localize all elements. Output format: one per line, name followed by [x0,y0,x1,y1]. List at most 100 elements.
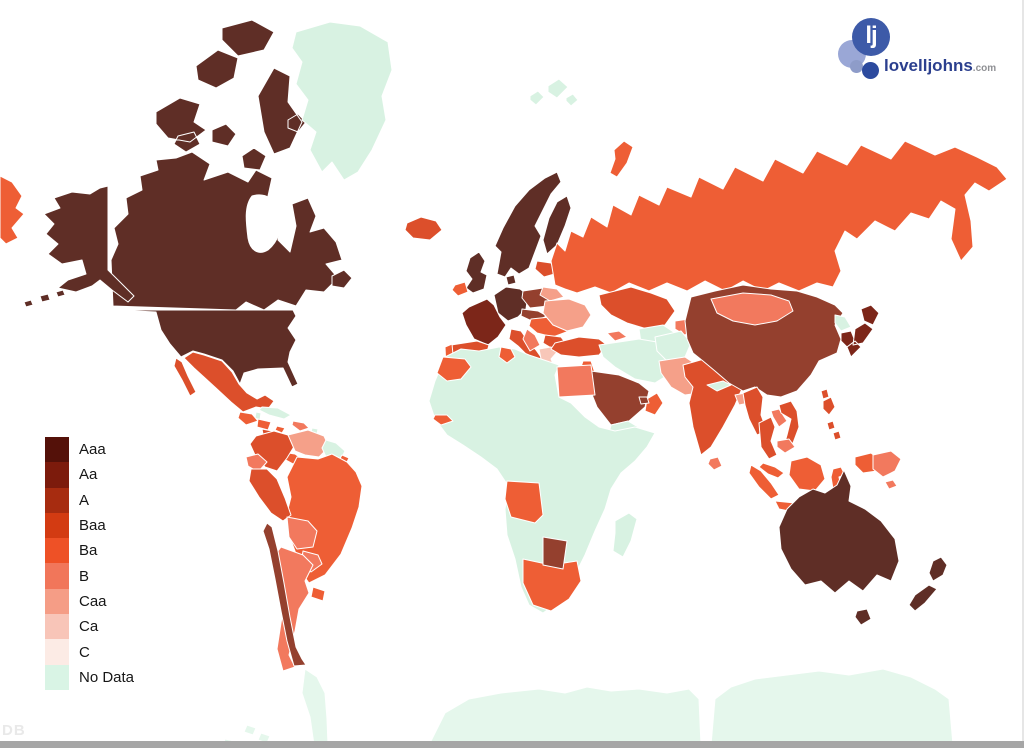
region-mexico-baja [173,357,197,397]
region-new-zealand [908,556,948,612]
region-australia [778,469,900,594]
legend-item-baa: Baa [45,512,134,539]
legend-item-nodata: No Data [45,664,135,690]
region-finland [542,195,572,255]
legend-label-aaa: Aaa [79,441,106,459]
legend-item-aaa: Aaa [45,437,134,463]
legend-item-c: C [45,639,134,665]
region-taiwan [820,388,830,400]
legend-label-b: B [79,567,90,585]
region-novaya-zemlya [609,140,634,178]
legend-item-b: B [45,563,134,589]
legend-item-ba: Ba [45,538,134,564]
legend-item-aa: Aa [45,462,134,488]
region-mongolia [710,292,794,326]
region-senegal [432,414,454,426]
legend-label-c: C [79,643,90,661]
region-sri-lanka [707,456,723,471]
legend-swatch-c [45,639,69,665]
legend-swatch-baa [45,512,69,539]
lovelljohns-logo: lj lovelljohns.com [828,8,1024,92]
region-chile [262,522,307,667]
region-denmark [505,274,517,286]
legend-item-a: A [45,487,134,513]
region-north-korea [834,314,852,332]
logo-domain-suffix: .com [972,63,997,74]
region-botswana [542,536,568,570]
legend-item-ca: Ca [45,614,134,640]
legend-swatch-caa [45,588,69,615]
region-guatemala [237,411,259,426]
region-oman [644,392,664,416]
legend-swatch-b [45,563,69,589]
region-morocco [436,356,472,382]
region-kazakhstan [598,286,676,330]
rating-legend: Aaa Aa A Baa Ba B Caa Ca C No Data [45,437,134,690]
logo-circle-small-icon [862,62,879,79]
legend-item-caa: Caa [45,588,134,615]
region-balkans [522,328,541,352]
region-nepal [706,380,732,392]
region-malaysia [758,462,785,479]
region-thailand [758,416,778,460]
logo-circle-main-icon [852,18,890,56]
region-cambodia [776,438,796,454]
hudson-bay [245,194,282,253]
region-uk [465,251,488,294]
region-usa [112,309,299,388]
region-papua-new-guinea [872,450,902,490]
legend-label-a: A [79,491,90,509]
region-cuba [258,406,292,420]
region-madagascar [612,512,638,558]
region-egypt [556,364,596,398]
legend-swatch-a [45,487,69,513]
watermark-text: DB [2,722,26,739]
region-uae [638,396,650,405]
region-russia-wrap [0,175,25,245]
region-caucasus [606,330,628,342]
region-laos [770,408,788,428]
region-angola [504,480,544,524]
right-edge-line [1022,0,1024,741]
region-tunisia [498,346,516,364]
legend-label-ba: Ba [79,542,98,560]
region-peru [248,468,292,522]
region-mexico [183,351,275,413]
region-bolivia [286,516,318,550]
legend-label-baa: Baa [79,517,106,535]
legend-swatch-ca [45,614,69,640]
bottom-scrollbar[interactable] [0,741,1024,748]
logo-company-text: lovelljohns [884,56,973,75]
region-belarus [539,286,565,302]
legend-label-nodata: No Data [79,668,135,686]
legend-label-ca: Ca [79,618,99,636]
region-tasmania [854,608,872,626]
region-aleutians [23,289,66,308]
region-saudi-arabia [588,370,650,426]
logo-circle-mid-icon [850,60,863,73]
region-africa-mainland [428,346,656,614]
region-turkey [550,336,608,358]
region-russia [550,140,1008,294]
legend-swatch-aaa [45,437,69,463]
region-alaska [43,185,135,303]
legend-label-aa: Aa [79,466,98,484]
region-japan [846,304,880,358]
region-greenland [291,21,393,181]
legend-swatch-ba [45,538,69,564]
region-newfoundland [331,269,353,289]
region-iceland [404,216,443,241]
region-uruguay [310,586,326,602]
logo-monogram: lj [865,22,877,49]
region-venezuela [287,429,330,458]
legend-label-caa: Caa [79,592,107,610]
region-ukraine [542,298,592,332]
region-ecuador [245,453,268,473]
legend-swatch-nodata [45,664,69,690]
region-canada-arctic [155,19,307,171]
region-antarctica [222,668,954,748]
region-norway-sweden [494,171,562,278]
region-canada [110,151,343,311]
